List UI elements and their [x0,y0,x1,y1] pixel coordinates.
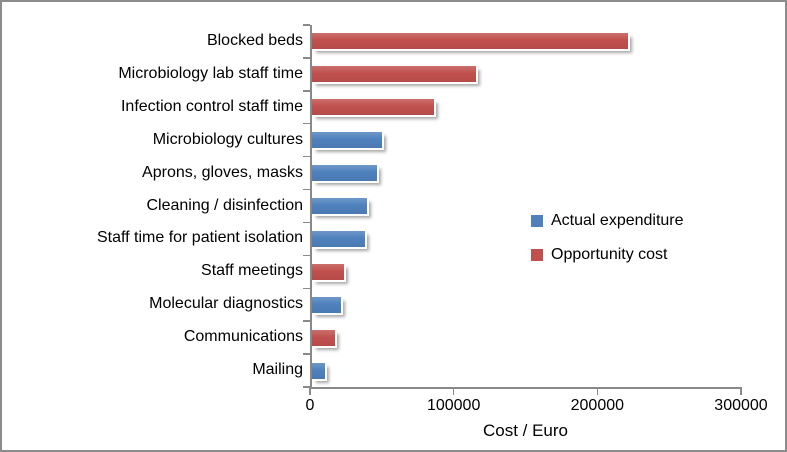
category-label-aprons-gloves-masks: Aprons, gloves, masks [142,163,303,181]
x-tick-label-100000: 100000 [426,397,481,414]
x-tick-label-0: 0 [305,397,315,414]
legend-item-actual-expenditure: Actual expenditure [531,204,684,238]
bar-staff-meetings [311,263,344,280]
y-axis-tick [303,221,310,224]
bar-cleaning-disinfection [311,198,367,214]
legend-swatch-actual-expenditure [531,215,543,227]
x-axis-tick [740,387,742,395]
category-label-infection-control-staff-time: Infection control staff time [120,97,303,115]
legend-swatch-opportunity-cost [531,249,543,261]
y-axis-tick [303,320,310,322]
legend-label-opportunity-cost: Opportunity cost [551,246,668,263]
legend: Actual expenditure Opportunity cost [531,204,684,272]
bar-infection-control-staff-time [311,99,434,116]
y-axis-tick [303,386,310,388]
bar-blocked-beds [311,33,628,50]
y-axis-tick [303,254,310,257]
y-axis-tick [303,155,310,158]
y-axis-tick [303,24,310,26]
legend-label-actual-expenditure: Actual expenditure [551,212,684,229]
x-axis-tick [596,387,599,395]
x-axis-tick [309,387,311,395]
category-label-mailing: Mailing [252,361,303,379]
x-axis-title: Cost / Euro [482,421,569,440]
category-label-microbiology-cultures: Microbiology cultures [152,130,303,148]
category-label-staff-meetings: Staff meetings [201,262,303,280]
x-axis-tick [452,387,455,395]
bar-mailing [311,362,325,379]
category-label-staff-time-for-patient-isolation: Staff time for patient isolation [96,229,303,247]
category-label-blocked-beds: Blocked beds [206,32,303,49]
category-label-molecular-diagnostics: Molecular diagnostics [149,295,303,313]
y-axis-tick [303,188,310,191]
bar-microbiology-cultures [311,132,382,149]
bar-communications [311,329,335,346]
y-axis-tick [303,57,310,59]
y-axis-line [310,25,312,388]
bar-microbiology-lab-staff-time [311,66,476,83]
category-label-communications: Communications [183,328,303,346]
bar-aprons-gloves-masks [311,165,377,182]
x-tick-label-300000: 300000 [714,397,768,414]
y-axis-tick [303,287,310,290]
y-axis-tick [303,353,310,355]
y-axis-tick [303,90,310,92]
bar-staff-time-for-patient-isolation [311,230,365,247]
x-tick-label-200000: 200000 [570,397,625,414]
y-axis-tick [303,122,310,125]
bar-molecular-diagnostics [311,296,341,313]
category-label-microbiology-lab-staff-time: Microbiology lab staff time [118,64,303,82]
x-axis-line [309,387,742,389]
category-label-cleaning-disinfection: Cleaning / disinfection [146,196,303,214]
legend-item-opportunity-cost: Opportunity cost [531,238,684,272]
